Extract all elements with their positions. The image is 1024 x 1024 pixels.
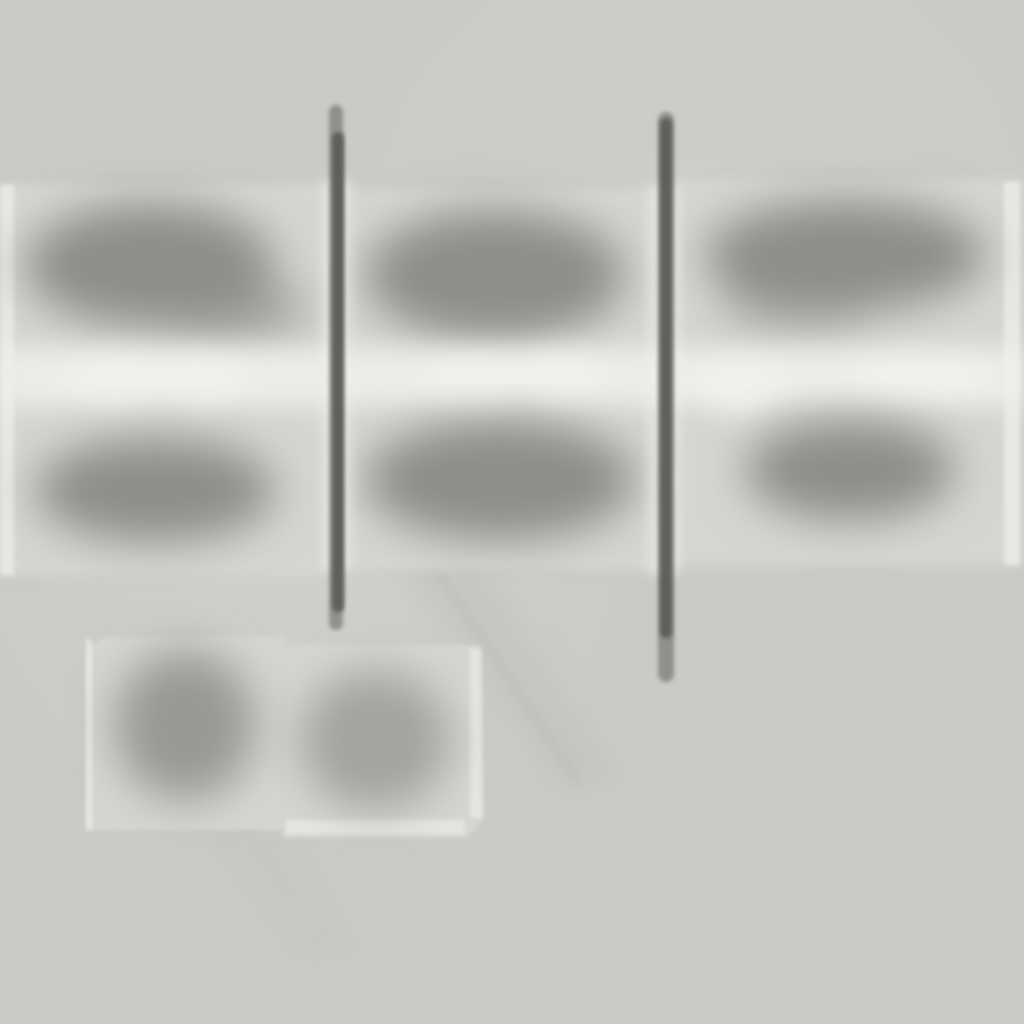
rod-right (648, 112, 680, 682)
blob-upper-right-2 (720, 270, 880, 330)
blob-lower-left (35, 438, 275, 542)
blob-upper-center (365, 210, 625, 340)
blob-lower-right (745, 420, 955, 520)
blobs-upper (25, 200, 985, 340)
blob-upper-left-2 (150, 280, 310, 340)
rod-left (322, 105, 352, 630)
blobs-lower (35, 420, 955, 542)
streak-line (427, 558, 583, 787)
blob-bottom-right (300, 670, 450, 810)
blob-lower-center (365, 420, 635, 540)
blobs-bottom (115, 650, 450, 810)
highlight-band (0, 346, 1024, 415)
blob-bottom-left (115, 650, 255, 800)
